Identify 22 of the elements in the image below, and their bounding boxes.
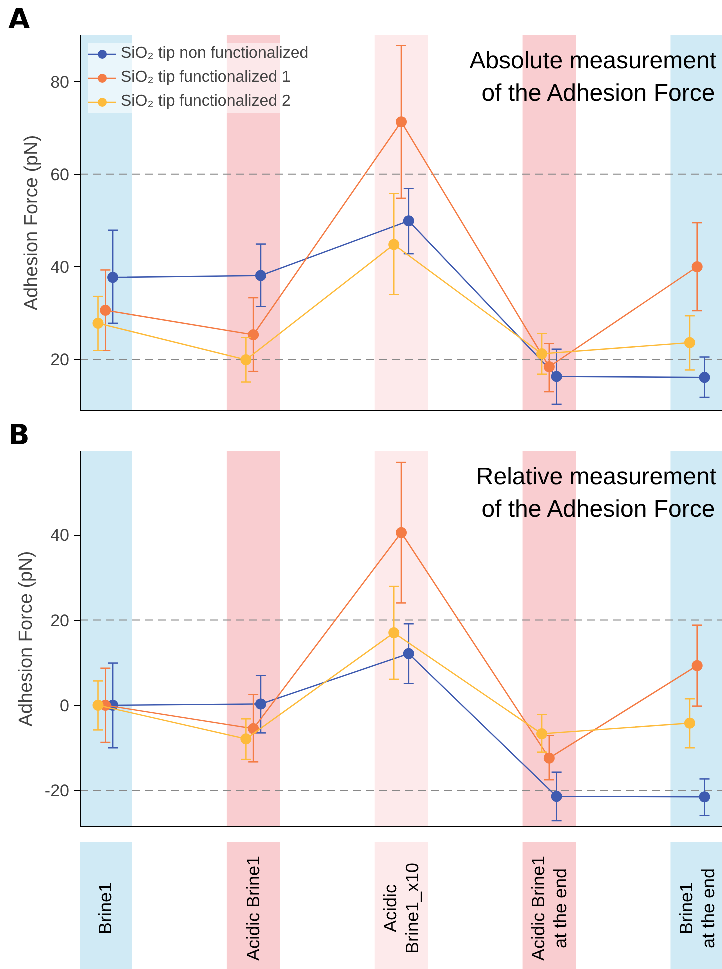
legend-label: SiO₂ tip functionalized 1	[121, 68, 291, 88]
y-tick-label: 20	[50, 611, 70, 630]
x-tick-label: Acidic Brine1	[244, 856, 264, 962]
x-tick-label: Brine1	[96, 882, 116, 935]
y-axis-title: Adhesion Force (pN)	[16, 551, 37, 727]
y-tick-label: -20	[44, 782, 70, 801]
y-tick-label: 40	[50, 526, 70, 546]
text: A	[8, 2, 30, 36]
x-tick-label: Acidic Brine1_x10	[380, 862, 422, 954]
y-tick-label: 0	[60, 696, 70, 716]
y-tick-label: 40	[50, 258, 70, 277]
x-tick-label: Brine1 at the end	[676, 868, 718, 949]
y-tick-label: 80	[50, 72, 70, 92]
y-axis-title: Adhesion Force (pN)	[22, 135, 43, 311]
text: B	[8, 418, 30, 452]
legend-label: SiO₂ tip functionalized 2	[121, 92, 291, 112]
text: Relative measurement of the Adhesion Force	[476, 464, 717, 523]
legend-label: SiO₂ tip non functionalized	[121, 44, 309, 64]
x-tick-label: Acidic Brine1 at the end	[528, 856, 570, 962]
text: Absolute measurement of the Adhesion Force	[470, 48, 717, 107]
y-tick-label: 20	[50, 350, 70, 370]
y-tick-label: 60	[50, 165, 70, 184]
